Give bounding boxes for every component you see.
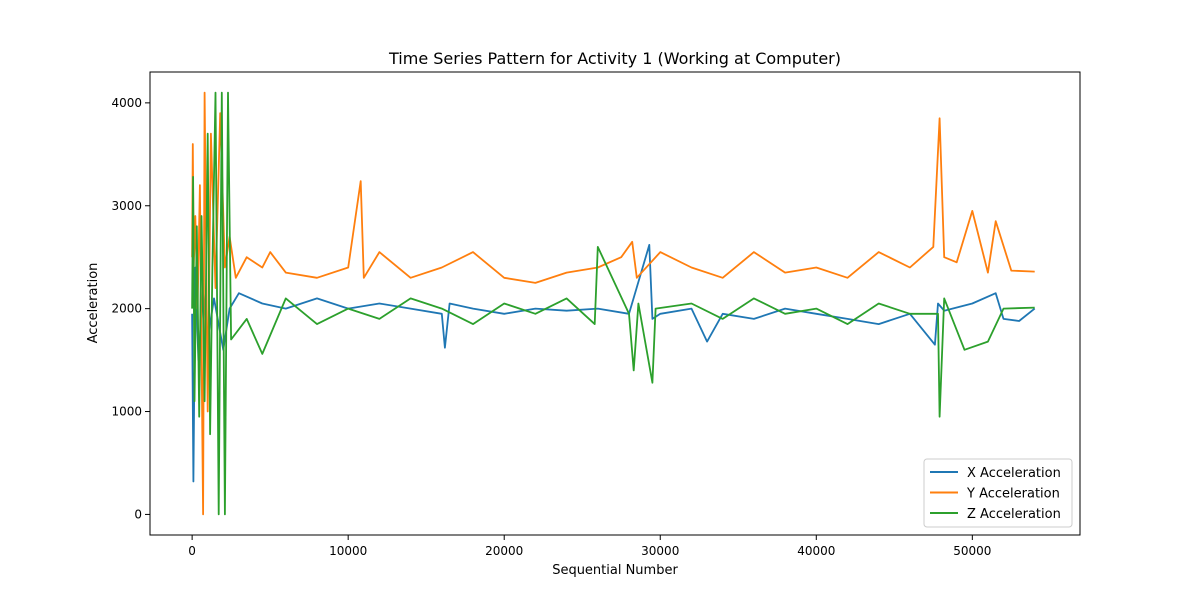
x-tick-label: 40000	[797, 544, 835, 558]
series-line-z-acceleration	[191, 91, 1035, 516]
y-axis: 0 1000 2000 3000 4000	[111, 96, 150, 521]
x-tick-label: 20000	[485, 544, 523, 558]
legend: X Acceleration Y Acceleration Z Accelerati…	[923, 458, 1073, 528]
y-axis-label: Acceleration	[86, 263, 101, 344]
legend-label: X Acceleration	[967, 466, 1061, 481]
x-tick-label: 10000	[329, 544, 367, 558]
y-tick-label: 2000	[111, 302, 142, 316]
y-tick-label: 0	[134, 507, 142, 521]
legend-label: Y Acceleration	[966, 487, 1060, 502]
x-axis-label: Sequential Number	[552, 563, 678, 578]
legend-box	[923, 458, 1073, 528]
x-tick-label: 0	[188, 544, 196, 558]
chart-title: Time Series Pattern for Activity 1 (Work…	[388, 49, 841, 68]
x-axis: 0 10000 20000 30000 40000 50000	[188, 535, 991, 558]
legend-label: Z Acceleration	[967, 507, 1061, 522]
y-tick-label: 4000	[111, 96, 142, 110]
x-tick-label: 30000	[641, 544, 679, 558]
x-tick-label: 50000	[953, 544, 991, 558]
y-tick-label: 1000	[111, 405, 142, 419]
plot-area-frame	[149, 71, 1081, 536]
y-tick-label: 3000	[111, 199, 142, 213]
